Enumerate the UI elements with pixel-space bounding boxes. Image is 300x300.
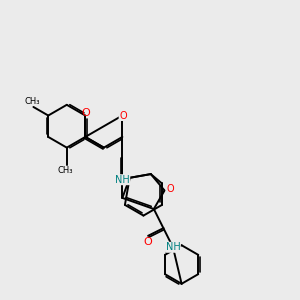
Text: NH: NH xyxy=(166,242,180,252)
Text: O: O xyxy=(144,237,152,247)
Text: NH: NH xyxy=(115,175,130,185)
Text: O: O xyxy=(119,110,127,121)
Text: CH₃: CH₃ xyxy=(58,166,73,175)
Text: O: O xyxy=(166,184,174,194)
Text: CH₃: CH₃ xyxy=(24,97,40,106)
Text: O: O xyxy=(81,108,90,118)
Text: O: O xyxy=(118,178,127,188)
